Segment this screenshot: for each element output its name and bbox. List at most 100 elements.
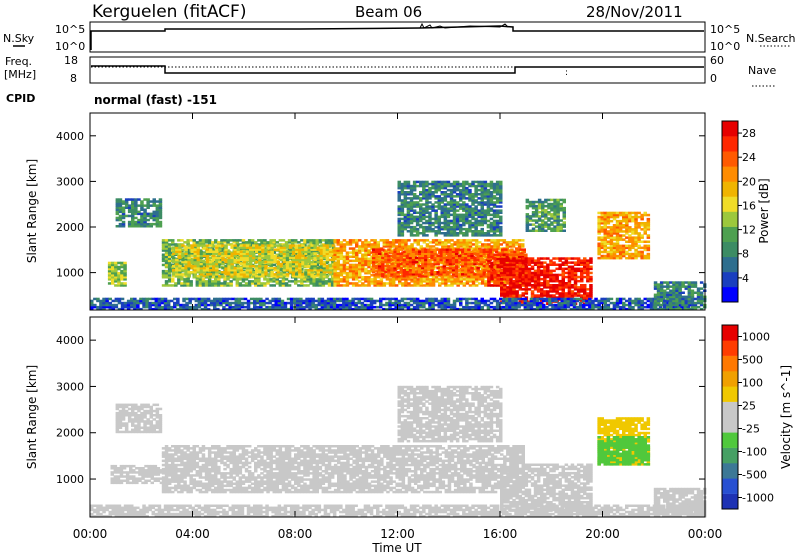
heatmap-cell (422, 215, 426, 219)
heatmap-cell (218, 252, 222, 255)
heatmap-cell (487, 255, 491, 258)
heatmap-cell (215, 244, 219, 247)
heatmap-cell (374, 275, 379, 278)
heatmap-cell (482, 275, 487, 278)
heatmap-cell (455, 186, 460, 190)
heatmap-cell (416, 239, 420, 242)
heatmap-cell (319, 254, 324, 258)
heatmap-cell (428, 282, 433, 285)
heatmap-cell (573, 261, 578, 264)
heatmap-cell (316, 266, 320, 270)
heatmap-cell (533, 286, 538, 289)
heatmap-cell (500, 277, 504, 281)
heatmap-cell (127, 206, 132, 209)
heatmap-cell (465, 188, 469, 192)
heatmap-cell (298, 254, 302, 258)
heatmap-cell (484, 280, 488, 283)
heatmap-cell (333, 263, 337, 267)
heatmap-cell (164, 282, 169, 285)
heatmap-cell (361, 245, 365, 248)
heatmap-cell (291, 271, 296, 274)
heatmap-cell (428, 221, 432, 225)
heatmap-cell (482, 248, 487, 251)
heatmap-cell (134, 206, 138, 209)
heatmap-cell (236, 273, 241, 276)
nsearch-label: N.Search (746, 32, 796, 45)
heatmap-cell (459, 219, 463, 223)
heatmap-cell (445, 256, 450, 260)
heatmap-cell (533, 288, 538, 291)
heatmap-cell (437, 232, 441, 235)
heatmap-cell (415, 203, 420, 206)
heatmap-cell (127, 204, 132, 207)
heatmap-cell (233, 273, 237, 276)
heatmap-cell (431, 209, 435, 212)
heatmap-cell (282, 254, 287, 258)
heatmap-cell (264, 273, 268, 276)
heatmap-cell (573, 294, 578, 297)
heatmap-cell (401, 284, 405, 287)
heatmap-cell (406, 203, 411, 206)
heatmap-cell (434, 195, 438, 198)
heatmap-cell (425, 205, 429, 208)
heatmap-cell (449, 182, 454, 186)
heatmap-cell (351, 255, 356, 258)
heatmap-cell (224, 244, 228, 247)
heatmap-cell (488, 248, 493, 251)
heatmap-cell (316, 275, 320, 278)
heatmap-cell (224, 258, 228, 262)
heatmap-cell (506, 271, 510, 275)
heatmap-cell (487, 261, 491, 265)
heatmap-cell (493, 257, 497, 261)
heatmap-cell (496, 245, 500, 248)
heatmap-cell (190, 250, 194, 253)
heatmap-cell (540, 294, 544, 297)
heatmap-cell (573, 288, 578, 291)
heatmap-cell (449, 184, 454, 188)
heatmap-cell (410, 243, 414, 246)
heatmap-cell (324, 280, 329, 283)
heatmap-cell (164, 251, 169, 254)
heatmap-cell (295, 256, 299, 260)
heatmap-cell (398, 280, 402, 283)
heatmap-cell (580, 267, 584, 271)
heatmap-cell (425, 245, 430, 248)
heatmap-cell (270, 244, 274, 247)
heatmap-cell (381, 264, 385, 268)
heatmap-cell (238, 239, 243, 242)
heatmap-cell (437, 217, 441, 221)
heatmap-cell (459, 217, 463, 221)
heatmap-cell (230, 254, 234, 258)
heatmap-cell (212, 275, 216, 278)
heatmap-cell (307, 256, 311, 260)
heatmap-cell (397, 227, 401, 231)
heatmap-cell (474, 245, 479, 248)
heatmap-cell (467, 266, 471, 270)
heatmap-cell (499, 186, 503, 190)
heatmap-cell (284, 278, 289, 281)
heatmap-cell (301, 258, 305, 262)
heatmap-cell (512, 296, 516, 299)
heatmap-cell (120, 282, 124, 285)
heatmap-cell (531, 206, 536, 210)
heatmap-cell (434, 213, 438, 217)
heatmap-cell (205, 258, 210, 262)
heatmap-cell (245, 264, 250, 268)
heatmap-cell (242, 266, 247, 270)
heatmap-cell (364, 263, 368, 267)
heatmap-cell (235, 284, 240, 287)
heatmap-cell (495, 180, 500, 184)
heatmap-cell (467, 252, 471, 255)
heatmap-cell (440, 209, 444, 212)
heatmap-cell (443, 199, 448, 202)
heatmap-cell (403, 201, 408, 204)
heatmap-cell (123, 265, 127, 269)
heatmap-cell (499, 197, 503, 200)
heatmap-cell (339, 251, 344, 254)
heatmap-cell (442, 250, 447, 253)
heatmap-cell (567, 292, 572, 295)
nsearch-tick-top: 10^5 (710, 23, 740, 36)
heatmap-cell (355, 271, 359, 275)
heatmap-cell (439, 248, 443, 251)
heatmap-cell (218, 256, 222, 260)
